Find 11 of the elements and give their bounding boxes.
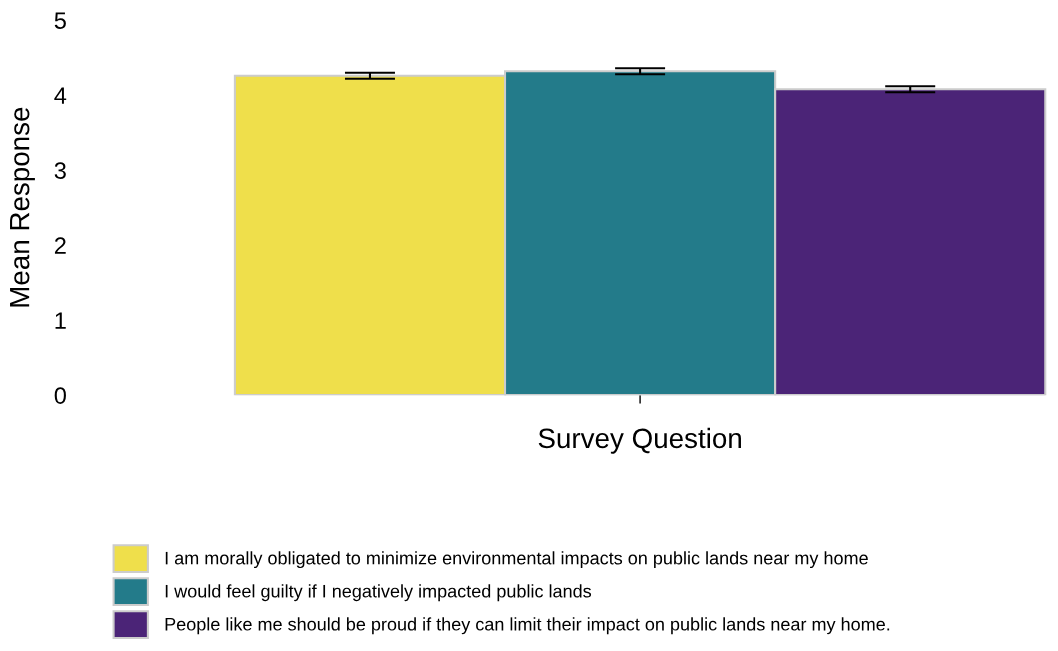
legend-label: I am morally obligated to minimize environmental impacts on public lands near my home [165, 551, 868, 569]
y-tick-label: 3 [54, 162, 66, 179]
legend-label: People like me should be proud if they can limit their impact on public lands near my home. [165, 617, 890, 635]
y-axis-title: Mean Response [10, 107, 35, 307]
y-tick-label: 5 [54, 12, 66, 29]
y-tick-label: 4 [54, 87, 67, 104]
legend-label: I would feel guilty if I negatively impacted public lands [165, 584, 592, 602]
y-tick-label: 1 [55, 312, 66, 329]
x-axis-title: Survey Question [538, 427, 741, 454]
y-tick-label: 0 [54, 387, 66, 404]
y-tick-label: 2 [54, 237, 66, 254]
